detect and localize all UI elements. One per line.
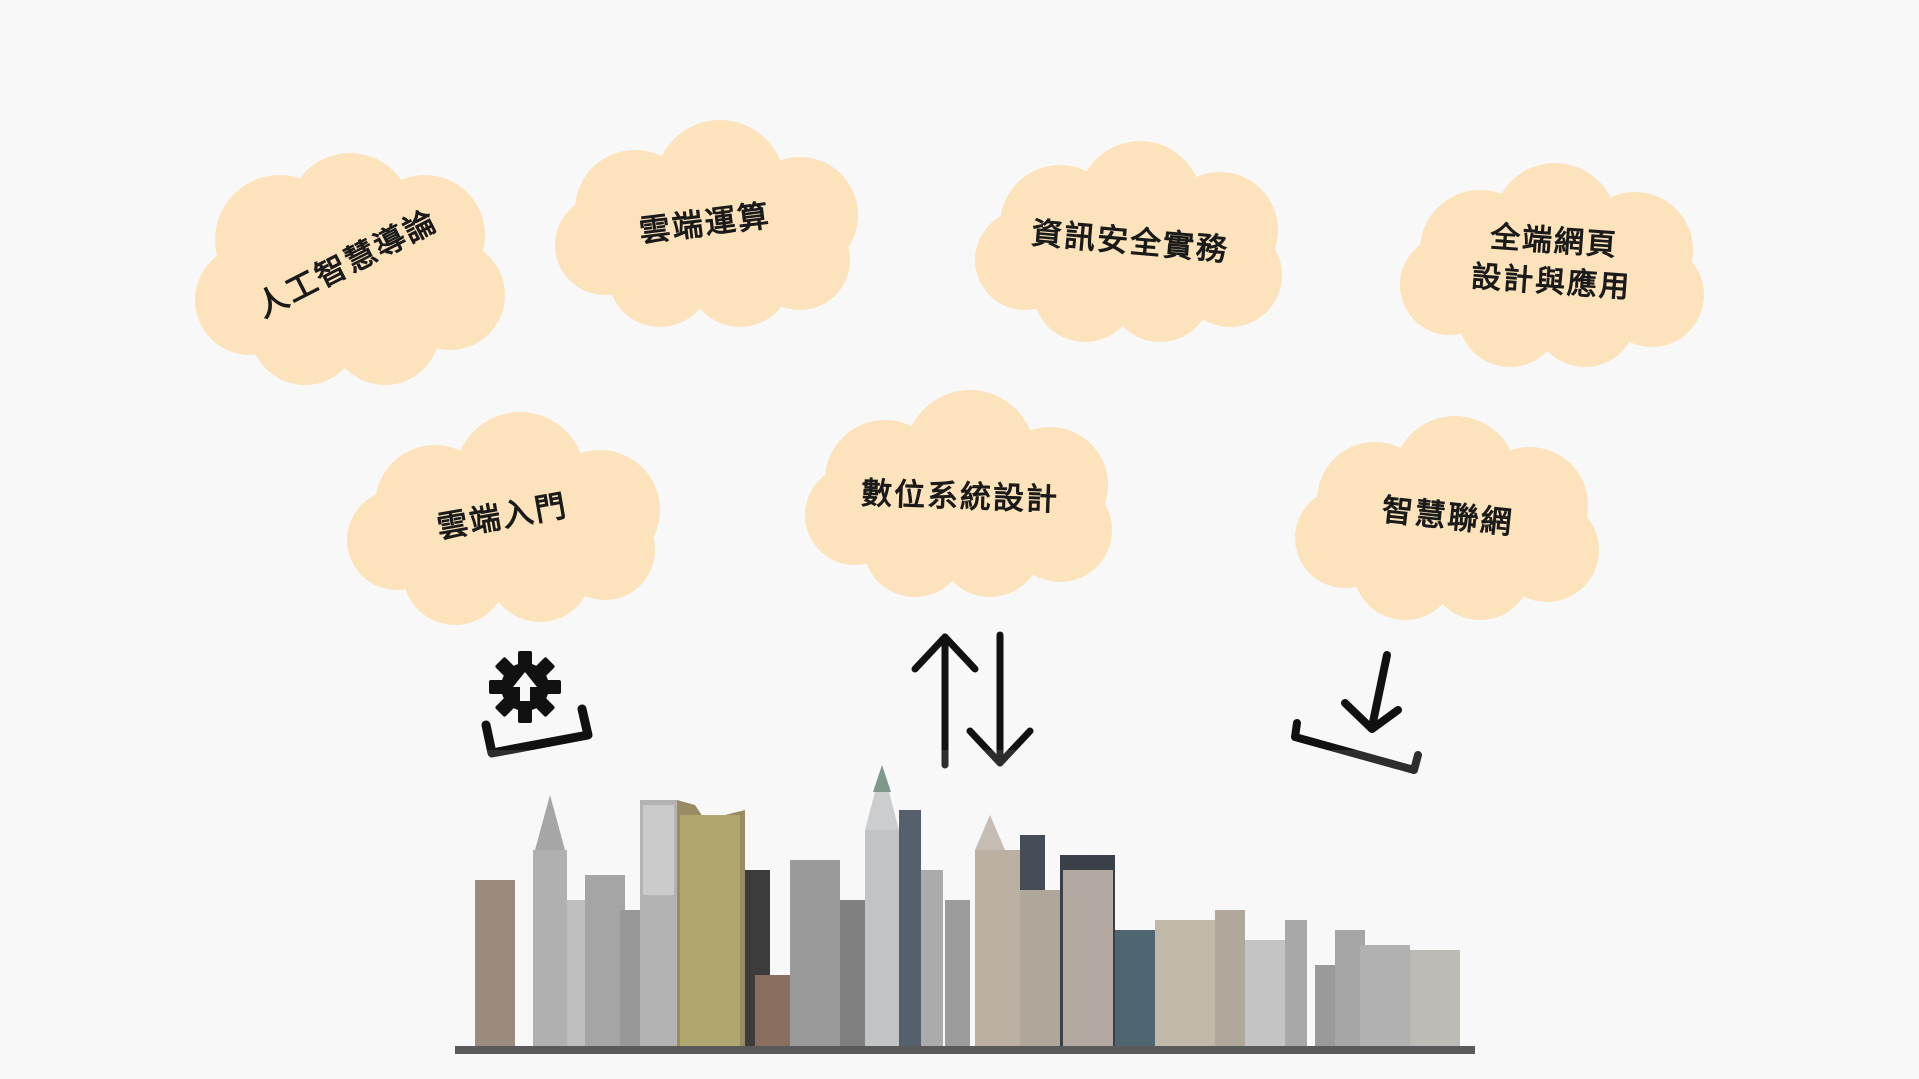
cloud-label: 全端網頁 設計與應用 xyxy=(1470,219,1633,305)
cloud-shape xyxy=(1295,416,1599,620)
cloud-shape xyxy=(195,153,505,385)
download-icon xyxy=(1290,645,1430,785)
cloud-infosec: 資訊安全實務 xyxy=(965,135,1295,350)
cloud-shape xyxy=(1400,163,1704,367)
cloud-fullstack: 全端網頁 設計與應用 xyxy=(1390,155,1715,370)
cloud-label: 資訊安全實務 xyxy=(1029,215,1231,269)
cloud-shape xyxy=(347,412,660,625)
cloud-shape xyxy=(805,390,1112,597)
upload-settings-icon xyxy=(470,645,600,765)
city-skyline xyxy=(455,750,1475,1060)
cloud-iot: 智慧聯網 xyxy=(1285,410,1610,625)
cloud-shape xyxy=(975,141,1282,342)
cloud-cloud-computing: 雲端運算 xyxy=(540,115,870,335)
sync-arrows-icon xyxy=(905,625,1040,775)
cloud-label: 雲端運算 xyxy=(637,198,773,250)
cloud-cloud-intro: 雲端入門 xyxy=(335,405,670,630)
cloud-ai: 人工智慧導論 xyxy=(185,145,510,385)
cloud-label: 人工智慧導論 xyxy=(250,203,444,326)
cloud-digital-systems: 數位系統設計 xyxy=(795,390,1125,605)
cloud-shape xyxy=(555,120,858,327)
cloud-label: 智慧聯網 xyxy=(1380,491,1516,542)
cloud-label: 數位系統設計 xyxy=(860,475,1060,519)
